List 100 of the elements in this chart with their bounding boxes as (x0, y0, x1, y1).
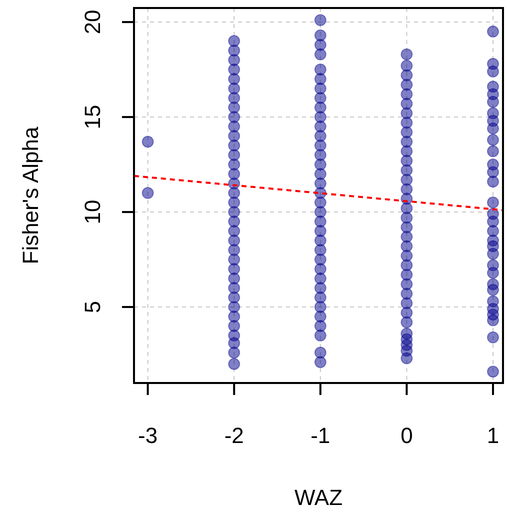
point (486, 176, 499, 188)
point (142, 136, 154, 148)
point (314, 92, 326, 104)
y-tick-label: 10 (80, 200, 105, 224)
point (228, 244, 240, 256)
point (228, 158, 240, 171)
point (142, 187, 154, 200)
point (314, 196, 326, 209)
point (228, 140, 240, 152)
point (228, 358, 240, 370)
point (228, 346, 240, 359)
point (314, 272, 326, 285)
point (314, 282, 326, 294)
point (228, 196, 240, 209)
point (314, 292, 326, 304)
point (400, 107, 413, 120)
point (314, 320, 326, 332)
point (314, 73, 326, 86)
point (400, 78, 413, 91)
x-tick-label: 0 (400, 423, 413, 448)
point (314, 140, 326, 152)
point (314, 82, 326, 95)
point (400, 48, 413, 60)
point (486, 284, 499, 296)
point (314, 178, 326, 190)
point (486, 65, 499, 78)
x-tick-label: 1 (486, 423, 500, 448)
point (314, 310, 326, 323)
point (228, 206, 240, 218)
point (314, 102, 326, 114)
point (314, 263, 326, 276)
point (228, 292, 240, 304)
point (400, 60, 413, 72)
point (486, 134, 499, 146)
point (228, 301, 240, 314)
point (314, 346, 326, 359)
point (228, 282, 240, 294)
point (314, 301, 326, 314)
point (228, 44, 240, 57)
point (228, 73, 240, 86)
point (228, 54, 240, 66)
point (314, 356, 326, 368)
point (314, 48, 326, 60)
point (486, 166, 499, 178)
point (314, 130, 326, 142)
y-axis-title: Fisher's Alpha (18, 126, 43, 264)
point (486, 145, 499, 158)
point (228, 216, 240, 228)
point (228, 130, 240, 142)
point (314, 149, 326, 162)
point (314, 330, 326, 342)
x-axis-title: WAZ (294, 485, 343, 510)
point (314, 38, 326, 51)
point (314, 206, 326, 218)
point (228, 64, 240, 76)
point (314, 225, 326, 238)
y-tick-label: 5 (80, 300, 105, 314)
point (486, 26, 499, 38)
point (486, 331, 499, 344)
point (228, 263, 240, 276)
y-tick-label: 20 (80, 10, 105, 34)
point (400, 88, 413, 100)
point (228, 187, 240, 200)
point (486, 366, 499, 378)
x-tick-label: -1 (310, 423, 330, 448)
point (228, 149, 240, 162)
point (486, 96, 499, 108)
point (486, 314, 499, 326)
point (400, 328, 413, 340)
point (400, 98, 413, 110)
point (228, 82, 240, 95)
y-tick-label: 15 (80, 104, 105, 130)
point (314, 234, 326, 247)
point (228, 225, 240, 238)
point (228, 92, 240, 104)
point (228, 310, 240, 323)
point (314, 168, 326, 180)
point (228, 254, 240, 266)
point (314, 254, 326, 266)
point (314, 29, 326, 42)
point (314, 14, 326, 26)
point (486, 122, 499, 134)
point (228, 168, 240, 180)
point (228, 234, 240, 247)
point (314, 64, 326, 76)
point (314, 216, 326, 228)
point (314, 158, 326, 171)
point (486, 248, 499, 260)
point (314, 111, 326, 124)
x-tick-label: -3 (138, 423, 158, 448)
x-tick-label: -2 (224, 423, 244, 448)
point (228, 102, 240, 114)
point (400, 69, 413, 82)
point (228, 111, 240, 124)
point (486, 196, 499, 209)
point (228, 330, 240, 342)
point (314, 244, 326, 256)
point (400, 116, 413, 129)
point (228, 320, 240, 332)
point (228, 272, 240, 285)
